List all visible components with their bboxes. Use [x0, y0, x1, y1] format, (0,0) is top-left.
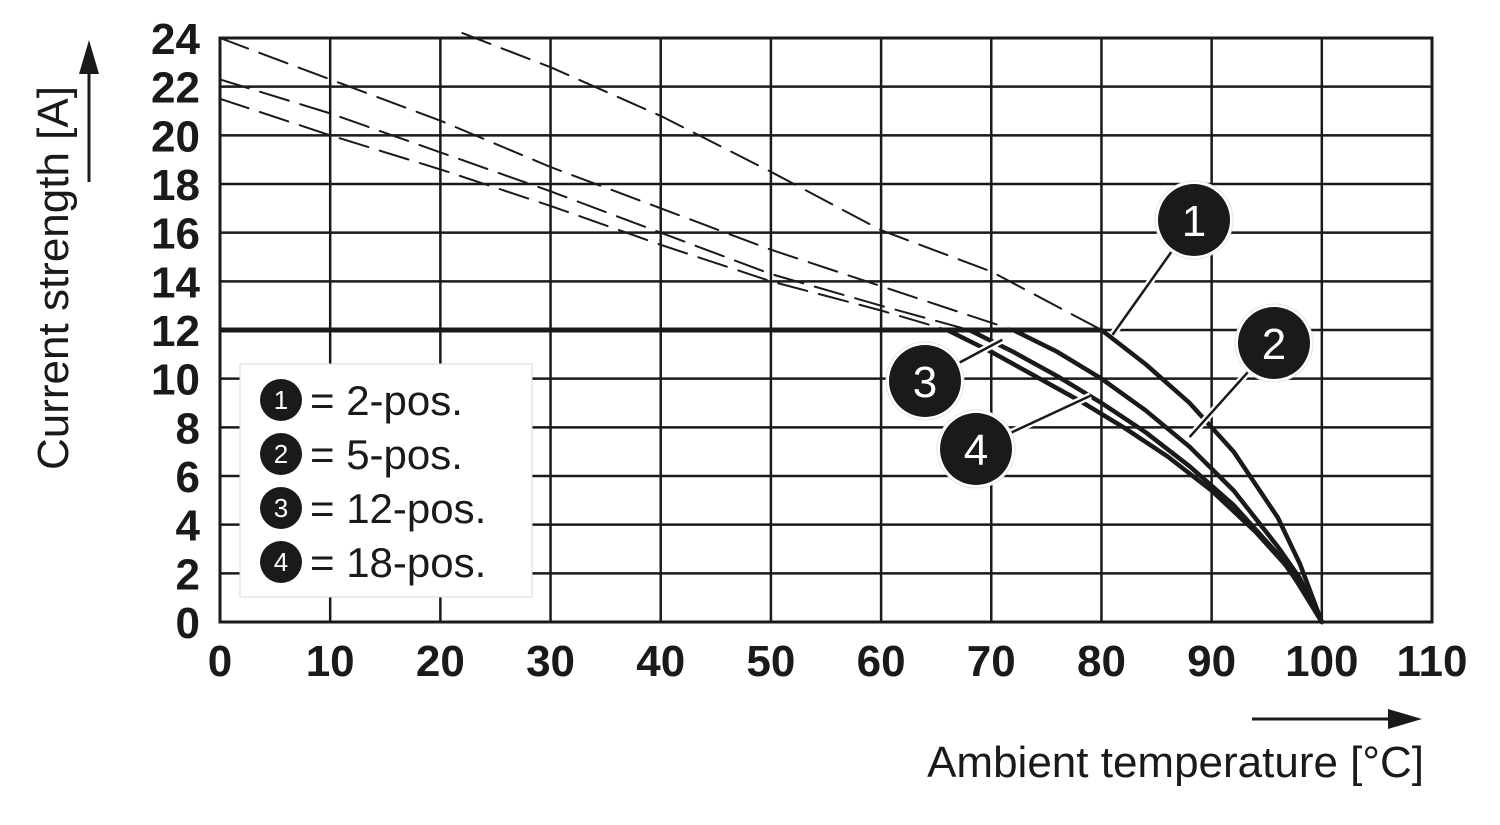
- callout-badge-4: [940, 413, 1012, 485]
- x-tick-label: 20: [416, 637, 465, 686]
- y-tick-label: 8: [176, 404, 200, 453]
- legend-number: 1: [274, 385, 288, 415]
- callout-number: 4: [964, 426, 988, 475]
- legend-label: = 2-pos.: [310, 377, 463, 424]
- x-tick-label: 80: [1077, 637, 1126, 686]
- dashed-curves: [219, 32, 1103, 331]
- legend-number: 3: [274, 493, 288, 523]
- legend-label: = 12-pos.: [310, 485, 486, 532]
- y-tick-label: 14: [151, 258, 200, 307]
- legend-label: = 5-pos.: [310, 431, 463, 478]
- callouts: 1 2 34: [885, 180, 1314, 489]
- y-tick-label: 4: [176, 502, 201, 551]
- x-tick-label: 100: [1285, 637, 1358, 686]
- legend-number: 2: [274, 439, 288, 469]
- x-tick-label: 60: [857, 637, 906, 686]
- callout-leader-3: [957, 338, 1003, 365]
- y-axis-title-group: Current strength [A]: [29, 40, 99, 470]
- x-tick-label: 110: [1397, 637, 1468, 686]
- dashed-curve-2: [219, 37, 1015, 331]
- solid-curves: [220, 327, 1325, 625]
- legend-badge-2: [260, 433, 302, 475]
- legend-label: = 18-pos.: [310, 539, 486, 586]
- y-axis-title: Current strength [A]: [29, 86, 78, 470]
- x-tick-label: 40: [636, 637, 685, 686]
- y-tick-label: 20: [151, 112, 200, 161]
- derating-curve-2: [1011, 327, 1325, 625]
- callout-number: 3: [913, 358, 937, 407]
- y-tick-label: 6: [176, 453, 200, 502]
- grid: [218, 36, 1434, 624]
- callout-badge-1: [1158, 184, 1230, 256]
- legend: 1 = 2-pos. 2 = 5-pos. 3 = 12-pos. 4 = 18-pos.: [239, 363, 533, 598]
- y-tick-label: 18: [151, 161, 200, 210]
- x-tick-label: 0: [208, 637, 232, 686]
- derating-curve-4: [944, 327, 1325, 625]
- y-tick-label: 24: [151, 15, 200, 64]
- callout-badge-3: [889, 345, 961, 417]
- dashed-curve-3: [219, 78, 971, 331]
- y-tick-label: 22: [151, 64, 200, 113]
- legend-badge-3: [260, 487, 302, 529]
- y-tick-label: 0: [176, 599, 200, 648]
- dashed-curve-4: [219, 97, 949, 331]
- x-tick-label: 30: [526, 637, 575, 686]
- legend-badge-4: [260, 541, 302, 583]
- callout-badge-2: [1238, 307, 1310, 379]
- callout-number: 2: [1262, 320, 1286, 369]
- legend-number: 4: [274, 547, 288, 577]
- y-tick-label: 16: [151, 210, 200, 259]
- legend-badge-1: [260, 379, 302, 421]
- callout-leader-1: [1111, 250, 1174, 336]
- x-tick-label: 50: [746, 637, 795, 686]
- x-axis-title: Ambient temperature [°C]: [927, 738, 1424, 787]
- x-axis-title-group: Ambient temperature [°C]: [927, 709, 1424, 787]
- tick-labels: 0 10 20 30 40 50 60 70 80 90 100 110024681012141618…: [151, 15, 1467, 686]
- y-tick-label: 10: [151, 356, 200, 405]
- x-tick-label: 90: [1187, 637, 1236, 686]
- x-tick-label: 10: [306, 637, 355, 686]
- callout-leader-4: [1009, 394, 1091, 435]
- y-tick-label: 2: [176, 550, 200, 599]
- callout-number: 1: [1182, 197, 1206, 246]
- derating-curve-1: [1099, 327, 1325, 625]
- x-tick-label: 70: [967, 637, 1016, 686]
- y-tick-label: 12: [151, 307, 200, 356]
- dashed-curve-1: [461, 32, 1103, 331]
- y-axis-arrow-head: [79, 40, 99, 74]
- callout-leader-2: [1188, 370, 1250, 438]
- x-axis-arrow-head: [1388, 709, 1422, 729]
